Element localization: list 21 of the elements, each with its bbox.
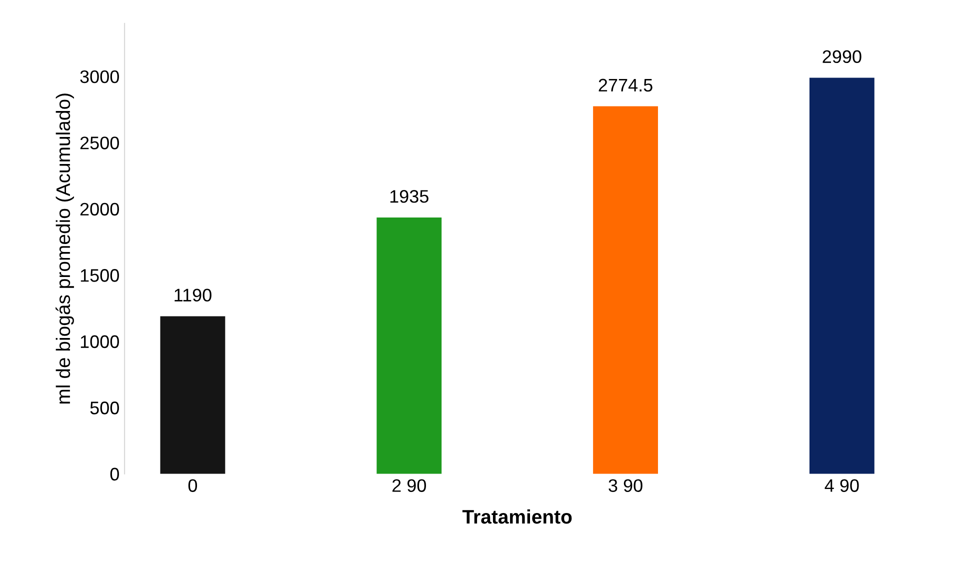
x-axis-title: Tratamiento <box>462 509 572 524</box>
y-tick-label: 2500 <box>80 136 119 150</box>
x-tick-label: 3 90 <box>608 479 642 492</box>
x-tick-label: 0 <box>188 479 198 492</box>
y-tick-label: 3000 <box>80 70 119 84</box>
y-axis-title: ml de biogás promedio (Acumulado) <box>56 94 74 404</box>
data-label: 1190 <box>174 288 212 302</box>
bar <box>809 78 874 474</box>
y-tick-label: 1500 <box>80 269 119 282</box>
y-tick-label: 1000 <box>80 335 119 348</box>
data-label: 2774.5 <box>598 78 652 92</box>
data-label: 1935 <box>390 190 428 203</box>
y-tick-label: 2000 <box>80 202 119 216</box>
y-tick-label: 0 <box>110 468 119 481</box>
y-tick-label: 500 <box>90 402 119 414</box>
x-tick-label: 4 90 <box>824 479 859 492</box>
bar <box>593 106 658 474</box>
x-tick-label: 2 90 <box>392 479 426 492</box>
data-label: 2990 <box>822 50 862 64</box>
bar <box>160 316 226 474</box>
bar <box>376 217 442 474</box>
